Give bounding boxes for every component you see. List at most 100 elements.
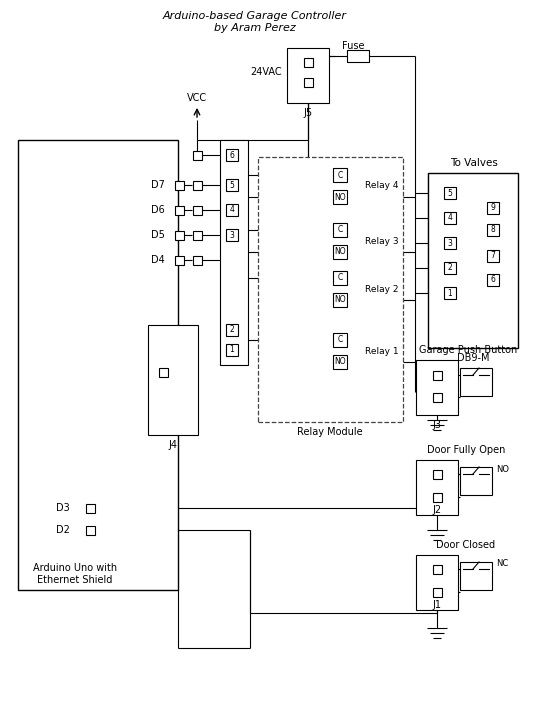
- Bar: [287, 48, 329, 103]
- Text: 8: 8: [490, 225, 495, 235]
- Text: J4: J4: [168, 440, 178, 450]
- Bar: [333, 271, 347, 285]
- Text: NO: NO: [334, 193, 346, 201]
- Text: To Valves: To Valves: [450, 158, 498, 168]
- Bar: [333, 190, 347, 204]
- Bar: [333, 245, 347, 259]
- Text: Relay 3: Relay 3: [365, 237, 398, 245]
- Text: Ethernet Shield: Ethernet Shield: [37, 575, 113, 585]
- Bar: [487, 202, 499, 214]
- Bar: [226, 179, 238, 191]
- Text: Relay 2: Relay 2: [365, 284, 398, 294]
- Bar: [333, 293, 347, 307]
- Bar: [226, 149, 238, 161]
- Bar: [487, 224, 499, 236]
- Bar: [460, 368, 492, 396]
- Text: D5: D5: [151, 230, 165, 240]
- Bar: [174, 230, 184, 240]
- Text: 5: 5: [447, 188, 452, 198]
- Bar: [433, 469, 441, 479]
- Text: NO: NO: [334, 247, 346, 257]
- Bar: [460, 467, 492, 495]
- Bar: [148, 325, 198, 435]
- Bar: [433, 565, 441, 574]
- Bar: [444, 187, 456, 199]
- Bar: [304, 58, 312, 67]
- Bar: [192, 151, 202, 159]
- Text: J5: J5: [304, 108, 313, 118]
- Bar: [174, 255, 184, 264]
- Text: J2: J2: [432, 505, 441, 515]
- Bar: [174, 181, 184, 190]
- Text: C: C: [337, 225, 343, 235]
- Bar: [433, 587, 441, 597]
- Text: NC: NC: [496, 560, 508, 569]
- Bar: [444, 262, 456, 274]
- Bar: [86, 525, 94, 535]
- Text: D2: D2: [56, 525, 70, 535]
- Bar: [416, 360, 458, 415]
- Bar: [304, 77, 312, 87]
- Text: 24VAC: 24VAC: [250, 67, 282, 77]
- Bar: [192, 230, 202, 240]
- Bar: [347, 50, 369, 62]
- Text: 4: 4: [229, 205, 234, 215]
- Bar: [460, 562, 492, 590]
- Bar: [416, 555, 458, 610]
- Bar: [428, 173, 518, 348]
- Text: D7: D7: [151, 180, 165, 190]
- Text: Relay Module: Relay Module: [297, 427, 363, 437]
- Bar: [333, 355, 347, 369]
- Text: C: C: [337, 274, 343, 282]
- Text: C: C: [337, 171, 343, 179]
- Text: J1: J1: [433, 600, 441, 610]
- Text: 4: 4: [447, 213, 452, 223]
- Text: by Aram Perez: by Aram Perez: [214, 23, 296, 33]
- Bar: [487, 274, 499, 286]
- Bar: [433, 392, 441, 402]
- Text: 2: 2: [447, 264, 452, 272]
- Text: 3: 3: [447, 238, 452, 247]
- Bar: [18, 140, 178, 590]
- Bar: [258, 157, 403, 422]
- Bar: [86, 503, 94, 513]
- Text: D3: D3: [56, 503, 70, 513]
- Bar: [444, 287, 456, 299]
- Text: 3: 3: [229, 230, 234, 240]
- Text: 7: 7: [490, 252, 495, 260]
- Bar: [192, 255, 202, 264]
- Text: 6: 6: [490, 275, 495, 284]
- Text: Garage Push Button: Garage Push Button: [419, 345, 517, 355]
- Text: 6: 6: [229, 151, 234, 159]
- Text: Fuse: Fuse: [342, 41, 364, 51]
- Bar: [333, 333, 347, 347]
- Text: Relay 4: Relay 4: [365, 181, 398, 191]
- Bar: [192, 181, 202, 190]
- Text: D6: D6: [152, 205, 165, 215]
- Bar: [226, 229, 238, 241]
- Text: J3: J3: [433, 420, 441, 430]
- Text: Arduino-based Garage Controller: Arduino-based Garage Controller: [163, 11, 347, 21]
- Text: 1: 1: [229, 346, 234, 355]
- Bar: [226, 204, 238, 216]
- Bar: [433, 370, 441, 380]
- Bar: [444, 212, 456, 224]
- Text: NO: NO: [334, 358, 346, 366]
- Bar: [226, 344, 238, 356]
- Bar: [192, 205, 202, 215]
- Bar: [226, 324, 238, 336]
- Bar: [174, 205, 184, 215]
- Bar: [416, 460, 458, 515]
- Bar: [433, 493, 441, 501]
- Text: Relay 1: Relay 1: [365, 346, 398, 356]
- Text: DB9-M: DB9-M: [457, 353, 489, 363]
- Text: NO: NO: [334, 296, 346, 304]
- Bar: [159, 368, 167, 377]
- Text: Door Fully Open: Door Fully Open: [427, 445, 505, 455]
- Text: C: C: [337, 336, 343, 345]
- Text: D4: D4: [152, 255, 165, 265]
- Text: 1: 1: [447, 289, 452, 297]
- Text: Arduino Uno with: Arduino Uno with: [33, 563, 117, 573]
- Bar: [220, 140, 248, 365]
- Text: 5: 5: [229, 181, 234, 190]
